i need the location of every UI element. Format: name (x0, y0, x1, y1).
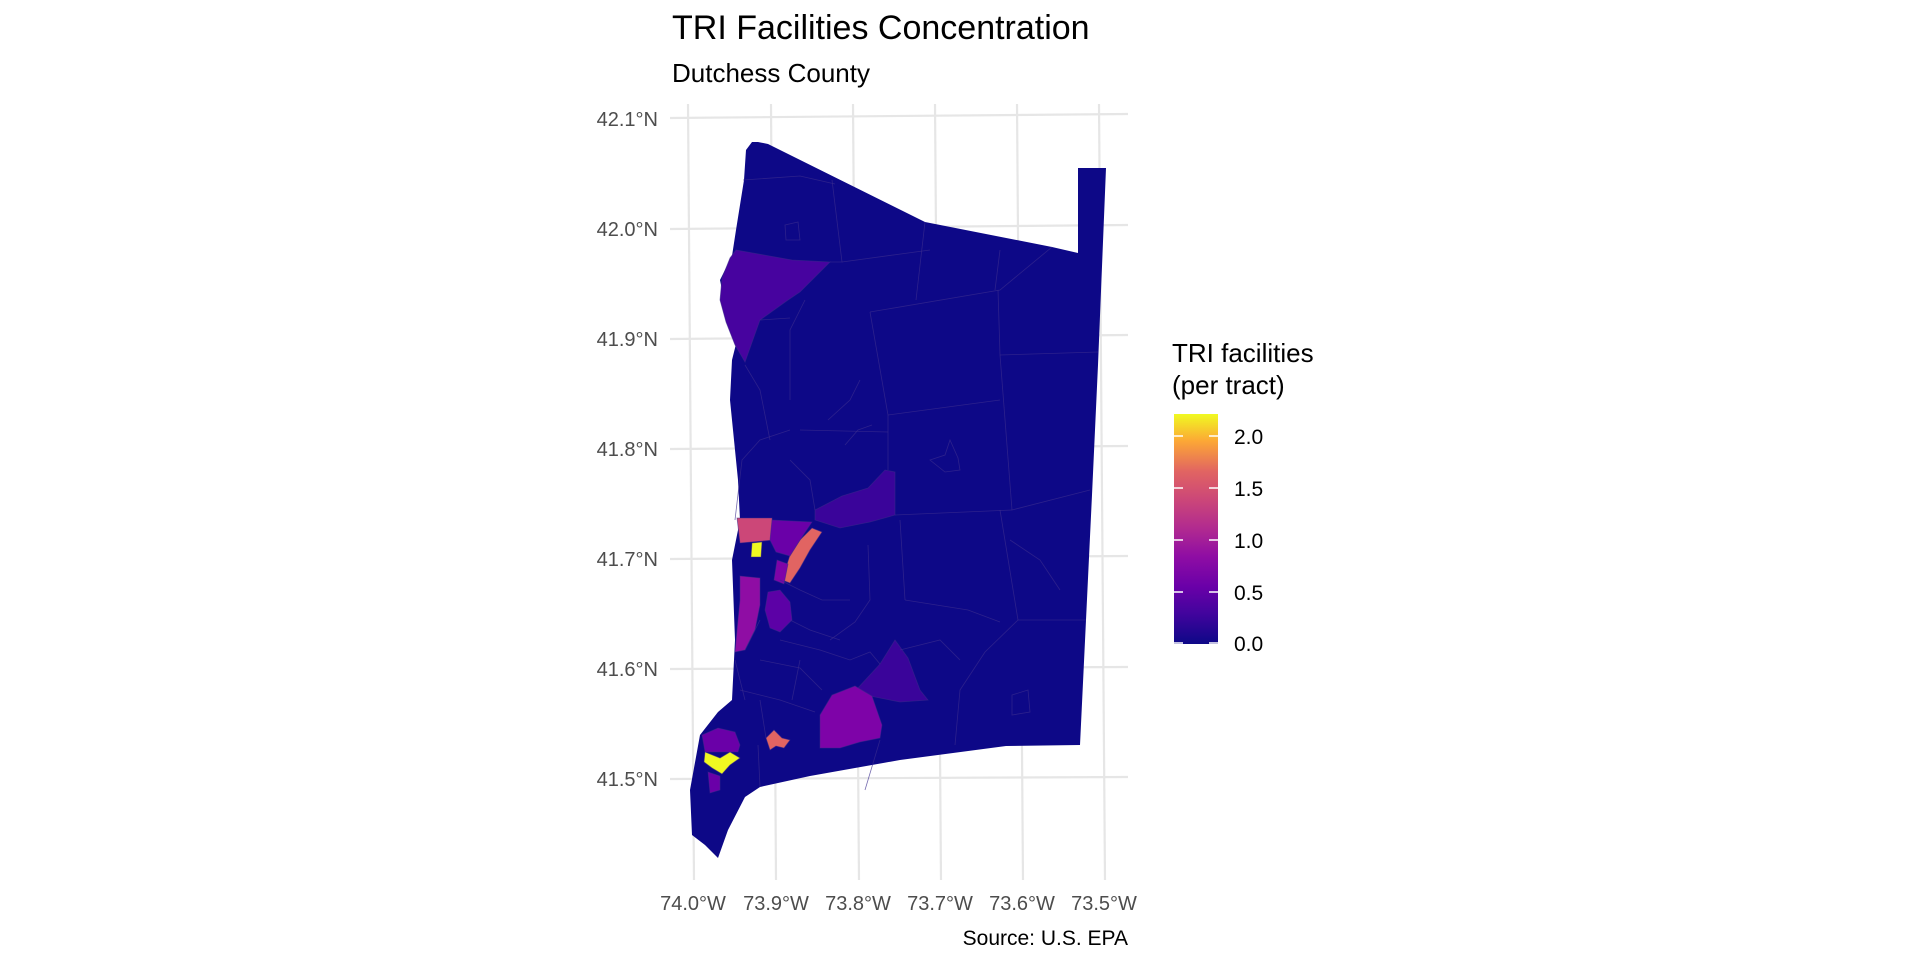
legend-tick-label: 2.0 (1234, 426, 1263, 449)
lat-tick-label: 41.6°N (597, 659, 658, 681)
tract-beacon-south (707, 771, 721, 794)
county-outline (690, 142, 1106, 858)
legend-tick-label: 1.0 (1234, 530, 1263, 553)
tract-poughkeepsie-mid (773, 559, 789, 585)
tract-wappinger (855, 639, 929, 703)
lat-tick-label: 41.8°N (597, 439, 658, 461)
legend-title-line1: TRI facilities (1172, 338, 1314, 368)
lon-tick-label: 73.8°W (825, 893, 891, 915)
map-title: TRI Facilities Concentration (672, 9, 1090, 47)
legend-tick-label: 0.5 (1234, 582, 1263, 605)
legend-title-line2: (per tract) (1172, 370, 1285, 400)
map-caption: Source: U.S. EPA (963, 927, 1128, 950)
tract-beacon-east (765, 729, 791, 751)
lon-tick-label: 73.7°W (907, 893, 973, 915)
lat-tick-label: 42.1°N (597, 109, 658, 131)
tract-poughkeepsie-top (750, 541, 763, 558)
tract-spackenkill (764, 589, 793, 633)
county-map (690, 142, 1106, 858)
tract-fishkill (819, 685, 883, 749)
tract-beacon-top (703, 751, 741, 775)
lat-tick-label: 41.7°N (597, 549, 658, 571)
lat-tick-label: 41.5°N (597, 769, 658, 791)
legend-colorbar (1174, 414, 1218, 644)
lat-axis: 42.1°N 42.0°N 41.9°N 41.8°N 41.7°N 41.6°… (597, 109, 658, 791)
lon-tick-label: 73.9°W (743, 893, 809, 915)
tract-arlington-west (769, 519, 813, 557)
lon-tick-label: 73.6°W (989, 893, 1055, 915)
lon-tick-label: 73.5°W (1071, 893, 1137, 915)
tract-poughkeepsie-north (736, 517, 775, 544)
lon-axis: 74.0°W 73.9°W 73.8°W 73.7°W 73.6°W 73.5°… (660, 893, 1137, 915)
legend-tick-label: 1.5 (1234, 478, 1263, 501)
tract-boundaries (734, 175, 1099, 791)
lat-tick-label: 42.0°N (597, 219, 658, 241)
tract-hyde-park (814, 469, 896, 529)
lon-tick-label: 74.0°W (660, 893, 726, 915)
legend-tick-label: 0.0 (1234, 633, 1263, 656)
lat-tick-label: 41.9°N (597, 329, 658, 351)
legend-ticks (1174, 435, 1218, 644)
legend: TRI facilities (per tract) 2.0 1.5 1.0 0… (1172, 338, 1314, 656)
map-subtitle: Dutchess County (672, 58, 870, 88)
